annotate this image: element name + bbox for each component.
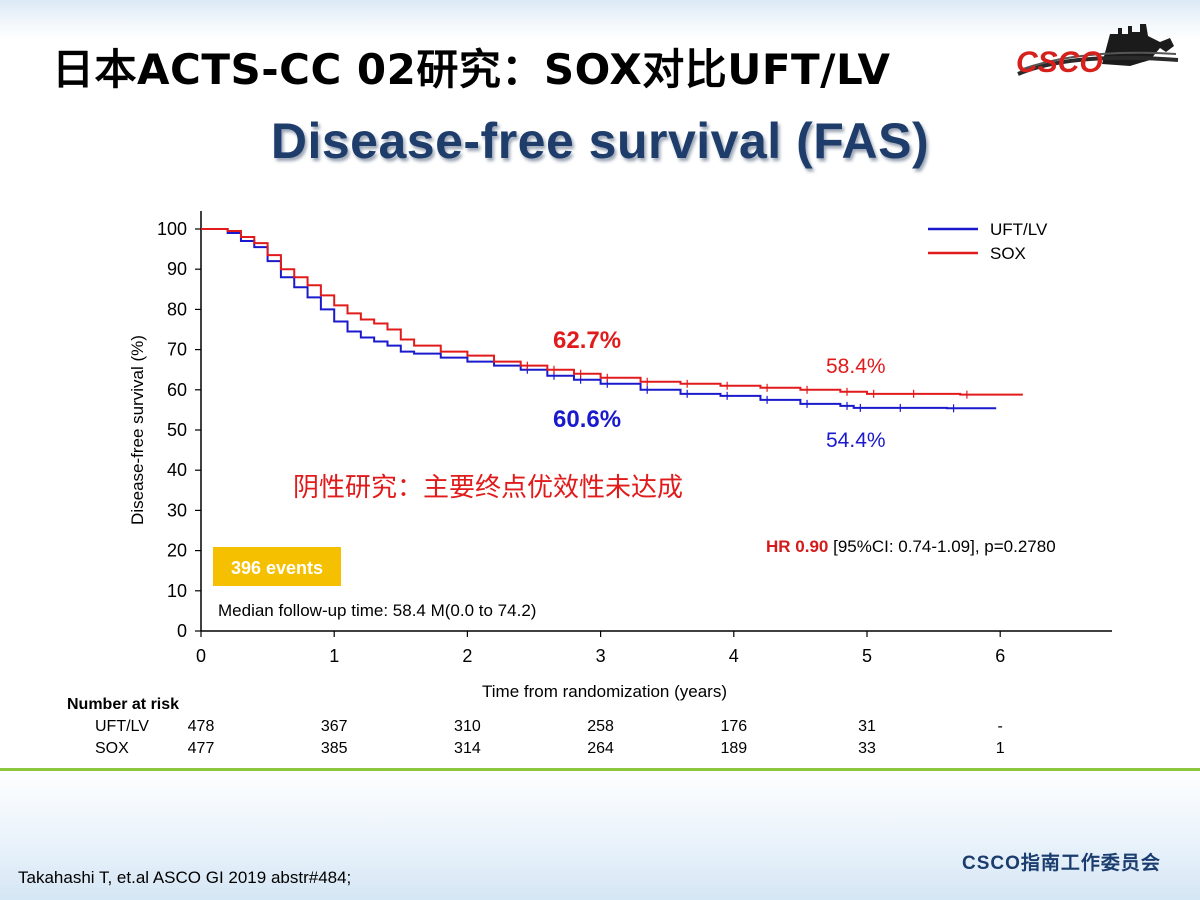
risk-cell: 1: [996, 740, 1005, 757]
chart-title: Disease-free survival (FAS): [270, 113, 930, 169]
bottom-decoration-band: [0, 768, 1200, 900]
sox-3yr-label: 62.7%: [553, 327, 621, 354]
risk-cell: 385: [321, 740, 348, 757]
slide-title: 日本ACTS-CC 02研究：SOX对比UFT/LV: [52, 45, 891, 94]
x-tick-label: 0: [196, 646, 206, 666]
y-tick-label: 90: [167, 259, 187, 279]
y-tick-label: 30: [167, 500, 187, 520]
y-tick-label: 100: [157, 219, 187, 239]
survival-chart: 0 10 20 30 40 50 60 70 80 90 100 0 1 2 3 4 5 6 Time from r…: [67, 211, 1112, 757]
x-tick-label: 2: [462, 646, 472, 666]
y-axis-label: Disease-free survival (%): [128, 335, 147, 525]
risk-cell: 33: [858, 740, 876, 757]
hazard-ratio-text: HR 0.90 [95%CI: 0.74-1.09], p=0.2780: [766, 537, 1056, 556]
survival-curve-uftlv: [201, 228, 997, 410]
uftlv-5yr-label: 54.4%: [826, 429, 886, 452]
footer-divider: [0, 768, 1200, 771]
reference-citation: Takahashi T, et.al ASCO GI 2019 abstr#48…: [18, 868, 352, 887]
risk-cell: 176: [720, 718, 747, 735]
legend-label: UFT/LV: [990, 220, 1048, 239]
risk-cell: 31: [858, 718, 876, 735]
median-followup-text: Median follow-up time: 58.4 M(0.0 to 74.…: [218, 601, 536, 620]
csco-logo: CSCO: [1016, 24, 1179, 79]
x-tick-label: 6: [995, 646, 1005, 666]
x-tick-label: 4: [729, 646, 739, 666]
y-tick-label: 50: [167, 420, 187, 440]
x-tick-label: 5: [862, 646, 872, 666]
risk-cell: 478: [188, 718, 215, 735]
risk-table-header: Number at risk: [67, 696, 179, 713]
risk-cell: 264: [587, 740, 614, 757]
risk-row-label: SOX: [95, 740, 129, 757]
logo-wordmark: CSCO: [1016, 46, 1103, 79]
risk-row-label: UFT/LV: [95, 718, 149, 735]
top-decoration-band: [0, 0, 1200, 40]
hr-ci: [95%CI: 0.74-1.09], p=0.2780: [828, 537, 1055, 556]
x-tick-label: 1: [329, 646, 339, 666]
y-tick-label: 10: [167, 581, 187, 601]
risk-cell: 258: [587, 718, 614, 735]
y-tick-label: 60: [167, 380, 187, 400]
events-badge-label: 396 events: [231, 558, 323, 578]
x-tick-label: 3: [596, 646, 606, 666]
uftlv-3yr-label: 60.6%: [553, 406, 621, 433]
y-tick-label: 40: [167, 460, 187, 480]
risk-cell: 314: [454, 740, 481, 757]
risk-cell: 367: [321, 718, 348, 735]
x-axis-label: Time from randomization (years): [482, 682, 727, 701]
y-tick-label: 20: [167, 541, 187, 561]
legend-label: SOX: [990, 244, 1026, 263]
y-tick-label: 70: [167, 340, 187, 360]
sox-5yr-label: 58.4%: [826, 355, 886, 378]
great-wall-icon: [1017, 24, 1179, 76]
hr-value: HR 0.90: [766, 537, 828, 556]
y-tick-label: 0: [177, 621, 187, 641]
risk-cell: 477: [188, 740, 215, 757]
committee-footer: CSCO指南工作委员会: [962, 853, 1161, 874]
risk-cell: 310: [454, 718, 481, 735]
survival-curve-sox: [201, 228, 1023, 396]
y-tick-label: 80: [167, 299, 187, 319]
events-badge: [213, 547, 341, 586]
risk-cell: -: [998, 718, 1003, 735]
risk-cell: 189: [720, 740, 747, 757]
negative-study-note: 阴性研究：主要终点优效性未达成: [293, 473, 683, 503]
